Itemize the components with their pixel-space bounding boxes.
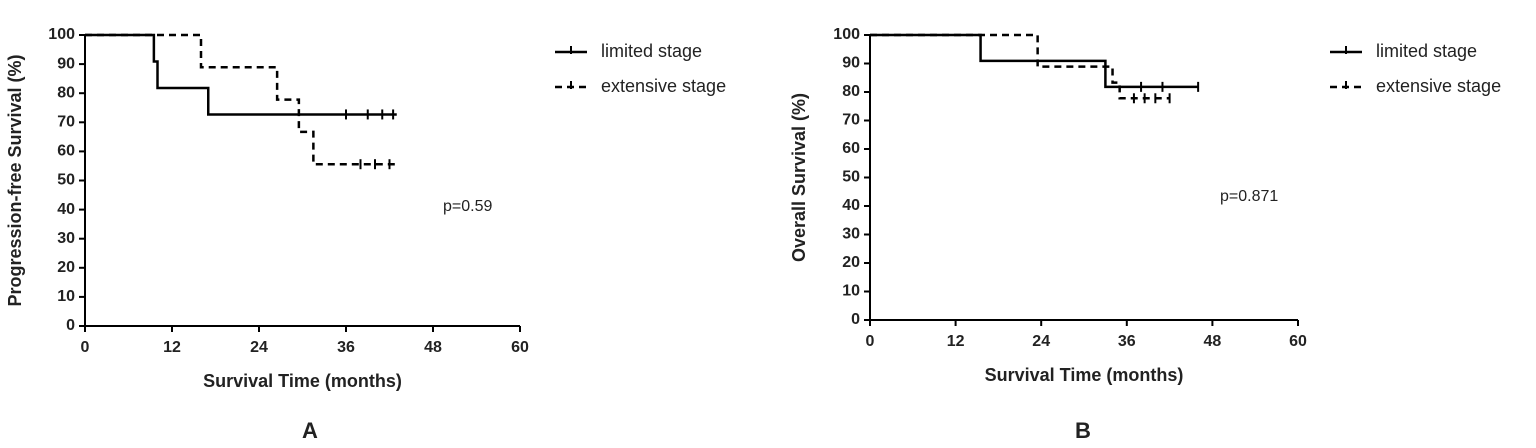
- y-tick-label: 30: [57, 230, 75, 247]
- x-tick-label: 36: [1118, 333, 1136, 350]
- x-tick-label: 24: [250, 339, 268, 356]
- y-tick-label: 0: [66, 317, 75, 334]
- y-tick-label: 100: [833, 26, 860, 43]
- y-tick-label: 60: [57, 143, 75, 160]
- y-tick-label: 40: [842, 197, 860, 214]
- y-tick-label: 0: [851, 311, 860, 328]
- y-tick-label: 20: [57, 259, 75, 276]
- x-axis-label: Survival Time (months): [203, 371, 402, 391]
- y-axis-label: Overall Survival (%): [789, 93, 809, 262]
- x-tick-label: 12: [163, 339, 181, 356]
- y-tick-label: 60: [842, 140, 860, 157]
- legend-label: limited stage: [1376, 41, 1477, 61]
- y-tick-label: 100: [48, 26, 75, 43]
- y-tick-label: 10: [842, 283, 860, 300]
- y-tick-label: 80: [57, 84, 75, 101]
- legend-label: extensive stage: [1376, 76, 1501, 96]
- y-tick-label: 80: [842, 83, 860, 100]
- x-tick-label: 24: [1032, 333, 1050, 350]
- legend-label: limited stage: [601, 41, 702, 61]
- x-tick-label: 0: [81, 339, 90, 356]
- x-tick-label: 12: [947, 333, 965, 350]
- y-tick-label: 40: [57, 201, 75, 218]
- y-tick-label: 30: [842, 226, 860, 243]
- y-tick-label: 10: [57, 288, 75, 305]
- panel-label: A: [302, 418, 318, 443]
- y-tick-label: 70: [57, 114, 75, 131]
- x-tick-label: 36: [337, 339, 355, 356]
- y-tick-label: 90: [57, 55, 75, 72]
- p-value: p=0.871: [1220, 188, 1278, 205]
- y-tick-label: 50: [842, 169, 860, 186]
- legend-label: extensive stage: [601, 76, 726, 96]
- y-tick-label: 50: [57, 172, 75, 189]
- x-tick-label: 60: [511, 339, 529, 356]
- p-value: p=0.59: [443, 198, 492, 215]
- x-tick-label: 48: [1204, 333, 1222, 350]
- y-tick-label: 20: [842, 254, 860, 271]
- x-tick-label: 48: [424, 339, 442, 356]
- y-tick-label: 90: [842, 55, 860, 72]
- survival-curve: [870, 33, 1199, 89]
- y-axis-label: Progression-free Survival (%): [5, 54, 25, 306]
- survival-curve: [870, 33, 1170, 100]
- panel-label: B: [1075, 418, 1091, 443]
- x-tick-label: 0: [866, 333, 875, 350]
- survival-curve: [85, 33, 397, 166]
- x-axis-label: Survival Time (months): [985, 365, 1184, 385]
- y-tick-label: 70: [842, 112, 860, 129]
- x-tick-label: 60: [1289, 333, 1307, 350]
- survival-curve: [85, 33, 397, 116]
